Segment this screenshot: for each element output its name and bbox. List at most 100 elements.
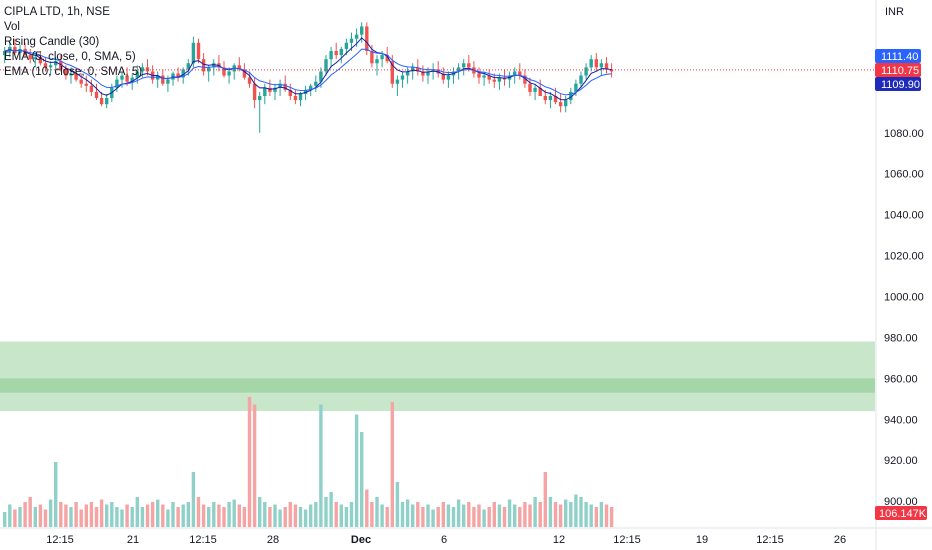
volume-bar — [579, 497, 583, 527]
volume-bar — [293, 504, 298, 527]
candle-body — [528, 83, 532, 92]
time-tick-label: 28 — [267, 534, 279, 546]
volume-bar — [553, 502, 558, 527]
volume-indicator-label[interactable]: Vol — [4, 21, 20, 33]
volume-bar — [212, 502, 216, 527]
candle-body — [201, 59, 206, 72]
candle-body — [293, 95, 298, 101]
candle-body — [303, 89, 308, 94]
volume-bar — [477, 504, 481, 527]
volume-bar — [59, 502, 63, 527]
volume-bar — [548, 497, 553, 527]
volume-bar — [23, 502, 27, 527]
time-tick-label: 12 — [553, 534, 565, 546]
candle-body — [74, 73, 78, 80]
candle-body — [431, 69, 435, 72]
volume-bar — [125, 504, 129, 527]
volume-bar — [334, 502, 338, 527]
candle-body — [405, 71, 410, 76]
candle-body — [523, 75, 527, 84]
candle-body — [380, 55, 384, 60]
candle-body — [18, 48, 22, 54]
price-tick-label: 940.00 — [884, 414, 918, 426]
candle-body — [411, 67, 415, 72]
candle-body — [222, 67, 226, 76]
volume-bar — [161, 504, 165, 527]
candle-body — [79, 79, 83, 84]
time-tick-label: 12:15 — [756, 534, 784, 546]
volume-bar — [400, 502, 405, 527]
candle-body — [553, 95, 558, 103]
volume-bar — [599, 502, 604, 527]
candle-body — [130, 77, 134, 82]
price-tick-label: 1060.00 — [884, 169, 924, 181]
volume-bar — [18, 507, 22, 527]
candle-body — [145, 67, 150, 72]
candle-body — [564, 100, 568, 107]
volume-bar — [395, 482, 400, 527]
volume-bar — [426, 504, 430, 527]
volume-bar — [497, 504, 502, 527]
candle-body — [161, 75, 165, 84]
ema5-indicator-label[interactable]: EMA (5, close, 0, SMA, 5) — [4, 51, 136, 63]
candle-body — [268, 87, 272, 92]
volume-bar — [99, 499, 104, 527]
candle-body — [176, 73, 180, 78]
price-badge-label: 1110.75 — [881, 65, 919, 77]
volume-bar — [518, 507, 522, 527]
candle-body — [497, 77, 502, 82]
candle-body — [140, 67, 145, 72]
candle-body — [319, 71, 323, 82]
price-tick-label: 1080.00 — [884, 128, 924, 140]
volume-bar — [207, 507, 211, 527]
price-badge — [875, 63, 921, 77]
candle-body — [298, 93, 303, 101]
volume-bar — [589, 504, 593, 527]
candle-body — [574, 83, 578, 92]
candle-body — [558, 102, 563, 107]
volume-bar — [48, 499, 53, 527]
candle-body — [135, 71, 139, 78]
volume-bar — [278, 509, 282, 527]
volume-bar — [156, 499, 160, 527]
candle-body — [569, 91, 573, 101]
volume-bar — [176, 507, 180, 527]
volume-badge — [875, 506, 927, 520]
symbol-title[interactable]: CIPLA LTD, 1h, NSE — [4, 6, 110, 18]
candle-body — [288, 89, 292, 96]
volume-bar — [314, 502, 318, 527]
volume-bar — [237, 504, 241, 527]
time-tick-label: 12:15 — [46, 534, 74, 546]
price-tick-label: 1000.00 — [884, 292, 924, 304]
candle-body — [426, 71, 430, 76]
candle-body — [584, 67, 588, 76]
candle-body — [334, 50, 338, 56]
candle-body — [3, 50, 7, 56]
volume-bar — [273, 504, 277, 527]
volume-bar — [451, 507, 456, 527]
volume-bar — [385, 507, 389, 527]
volume-bar — [258, 497, 262, 527]
ema10-indicator-label[interactable]: EMA (10, close, 0, SMA, 5) — [4, 66, 143, 78]
candle-body — [38, 57, 43, 64]
volume-bar — [528, 504, 532, 527]
price-tick-label: 920.00 — [884, 455, 918, 467]
time-tick-label: 6 — [441, 534, 447, 546]
candle-body — [548, 95, 553, 101]
volume-bar — [569, 502, 573, 527]
volume-bar — [140, 507, 145, 527]
candle-body — [54, 61, 58, 66]
volume-bar — [171, 502, 175, 527]
rising-candle-indicator-label[interactable]: Rising Candle (30) — [4, 36, 100, 48]
volume-bar — [268, 507, 272, 527]
candle-body — [513, 71, 517, 76]
volume-bar — [329, 492, 333, 527]
candle-body — [89, 85, 94, 92]
candle-body — [33, 57, 37, 60]
volume-bar — [74, 502, 78, 527]
time-tick-label: 12:15 — [189, 534, 217, 546]
candle-body — [212, 63, 216, 68]
candle-body — [191, 42, 196, 64]
price-badge-label: 1109.90 — [881, 79, 920, 91]
